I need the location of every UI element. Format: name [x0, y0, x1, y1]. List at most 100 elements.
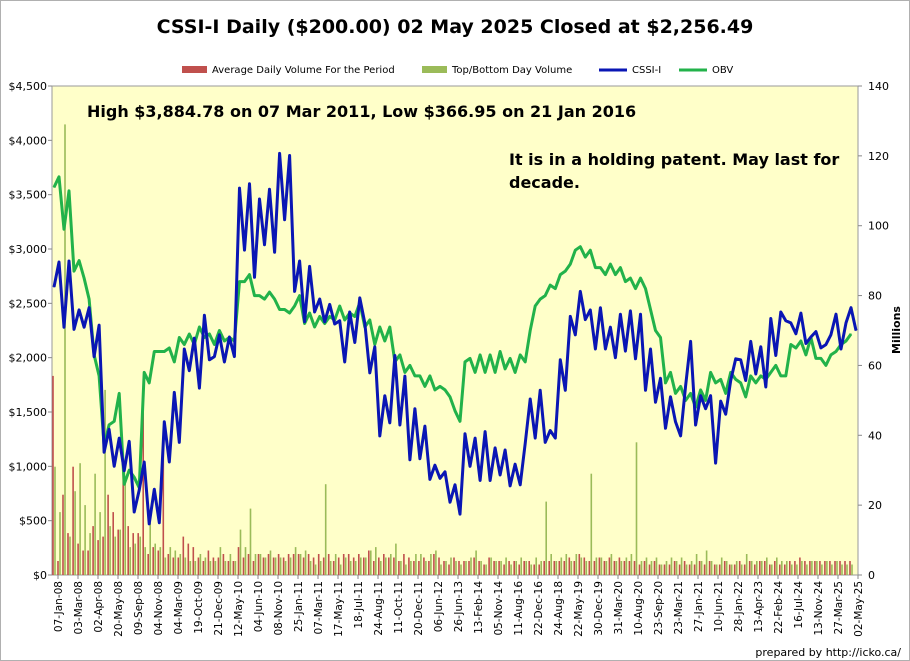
right-tick-label: 0	[868, 569, 875, 582]
top-bottom-volume-bar	[580, 557, 583, 575]
x-tick-label: 13-Nov-24	[813, 581, 825, 636]
legend-label-price: CSSI-I	[632, 65, 661, 76]
price-point	[279, 152, 281, 154]
obv-point	[148, 382, 150, 384]
obv-point	[299, 295, 301, 297]
average-volume-bar	[513, 561, 515, 575]
price-point	[379, 435, 381, 437]
average-volume-bar	[754, 564, 756, 575]
top-bottom-volume-bar	[425, 561, 427, 575]
obv-point	[519, 354, 521, 356]
top-bottom-volume-bar	[510, 564, 512, 575]
obv-point	[63, 228, 65, 230]
price-point	[319, 298, 321, 300]
price-point	[374, 346, 376, 348]
x-tick-label: 21-Dec-09	[213, 581, 225, 636]
top-bottom-volume-bar	[435, 550, 437, 575]
price-point	[619, 313, 622, 315]
top-bottom-volume-bar	[269, 550, 272, 575]
top-bottom-volume-bar	[655, 557, 658, 575]
obv-point	[554, 288, 556, 290]
average-volume-bar	[97, 540, 99, 575]
x-tick-label: 24-Aug-11	[373, 581, 385, 636]
top-bottom-volume-bar	[720, 557, 723, 575]
x-tick-label: 31-Mar-20	[613, 581, 625, 634]
price-point	[705, 408, 707, 410]
obv-point	[263, 298, 266, 300]
price-point	[419, 458, 421, 460]
price-point	[459, 513, 461, 515]
price-point	[564, 389, 566, 391]
obv-point	[454, 410, 456, 412]
obv-point	[499, 350, 501, 353]
price-point	[248, 183, 251, 185]
top-bottom-volume-bar	[199, 554, 202, 575]
obv-point	[118, 392, 120, 394]
average-volume-bar	[708, 561, 711, 575]
price-point	[223, 361, 225, 363]
top-bottom-volume-bar	[515, 561, 517, 575]
obv-point	[654, 329, 657, 332]
obv-point	[715, 382, 717, 384]
x-tick-label: 27-Mar-25	[833, 581, 845, 634]
average-volume-bar	[212, 557, 215, 575]
price-point	[674, 421, 677, 423]
average-volume-bar	[438, 557, 440, 575]
average-volume-bar	[317, 554, 320, 575]
obv-point	[369, 319, 371, 321]
obv-point	[88, 298, 90, 300]
average-volume-bar	[844, 561, 846, 575]
price-point	[680, 435, 682, 437]
top-bottom-volume-bar	[94, 473, 96, 575]
average-volume-bar	[147, 554, 149, 575]
top-bottom-volume-bar	[234, 561, 237, 575]
price-point	[855, 329, 857, 332]
price-point	[218, 334, 220, 336]
top-bottom-volume-bar	[786, 561, 788, 575]
obv-point	[815, 357, 817, 359]
top-bottom-volume-bar	[675, 561, 678, 575]
top-bottom-volume-bar	[179, 554, 182, 575]
top-bottom-volume-bar	[229, 554, 232, 575]
comment-annotation: It is in a holding patent. May last for d…	[509, 150, 839, 192]
right-axis-title: Millions	[890, 306, 903, 354]
top-bottom-volume-bar	[89, 533, 91, 575]
average-volume-bar	[623, 561, 626, 575]
price-point	[384, 395, 386, 397]
average-volume-bar	[373, 561, 375, 575]
top-bottom-volume-bar	[59, 512, 61, 575]
average-volume-bar	[453, 557, 455, 575]
top-bottom-volume-bar	[314, 564, 317, 575]
legend-swatch-avg-volume	[182, 66, 207, 73]
obv-point	[634, 288, 637, 290]
obv-point	[108, 424, 110, 426]
price-point	[634, 358, 637, 360]
obv-point	[469, 357, 471, 359]
x-tick-label: 28-Jan-22	[733, 581, 745, 632]
top-bottom-volume-bar	[500, 561, 502, 575]
price-point	[624, 350, 627, 352]
average-volume-bar	[834, 561, 836, 575]
right-tick-label: 40	[868, 429, 882, 442]
price-point	[404, 375, 406, 377]
top-bottom-volume-bar	[390, 554, 392, 575]
average-volume-bar	[633, 561, 636, 575]
obv-point	[785, 375, 787, 377]
left-tick-label: $2,000	[9, 352, 48, 365]
obv-point	[389, 326, 391, 328]
obv-point	[504, 368, 506, 370]
top-bottom-volume-bar	[284, 561, 287, 575]
top-bottom-volume-bar	[184, 557, 187, 575]
top-bottom-volume-bar	[84, 505, 86, 575]
average-volume-bar	[72, 466, 74, 575]
price-point	[740, 359, 742, 361]
price-point	[830, 334, 832, 336]
average-volume-bar	[307, 554, 310, 575]
price-point	[309, 265, 311, 267]
obv-point	[680, 385, 682, 387]
price-point	[639, 313, 642, 315]
average-volume-bar	[573, 561, 576, 575]
obv-point	[574, 249, 576, 251]
top-bottom-volume-bar	[776, 557, 778, 575]
average-volume-bar	[578, 554, 581, 575]
